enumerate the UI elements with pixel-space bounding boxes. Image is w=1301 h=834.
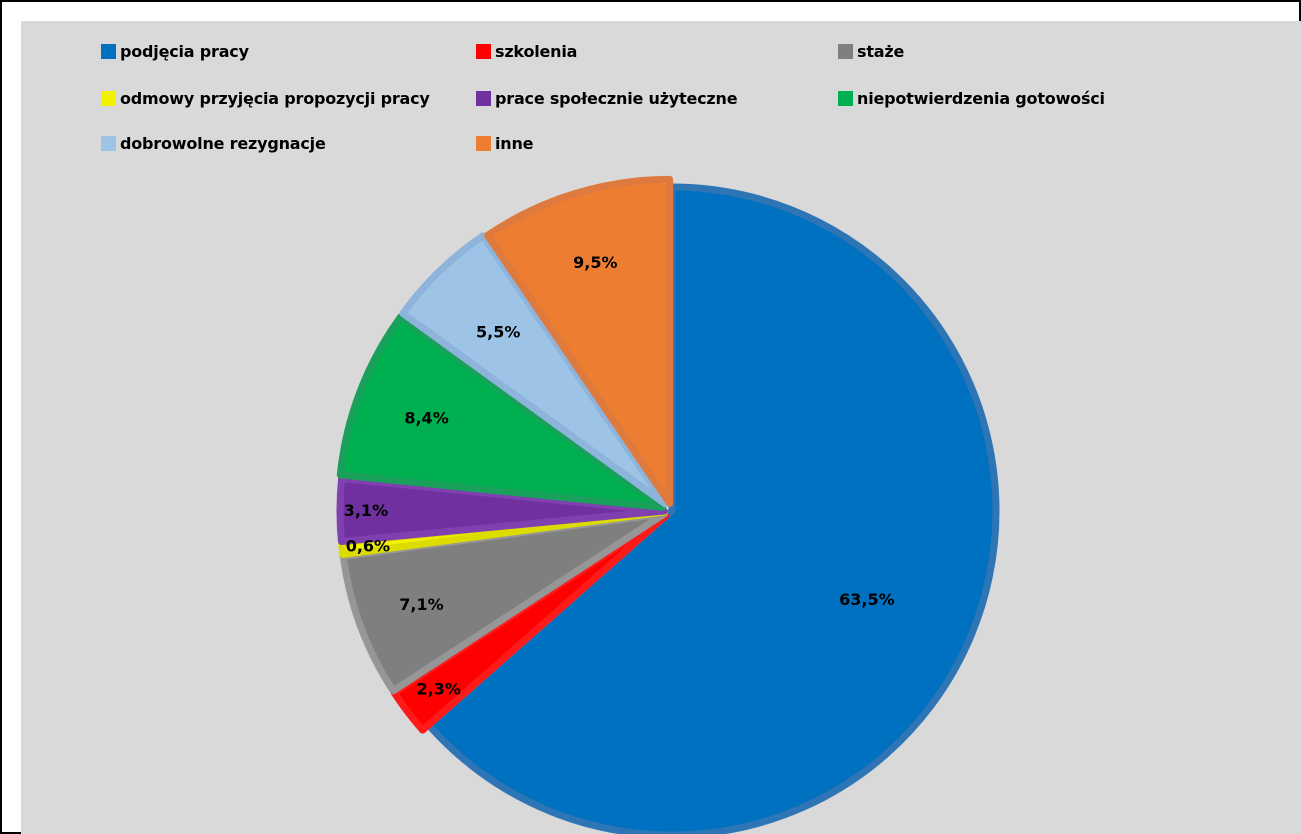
legend-label: staże <box>857 41 905 61</box>
data-label: 8,4% <box>404 408 448 427</box>
legend-swatch <box>101 90 116 106</box>
legend-item-inne: inne <box>476 132 534 154</box>
legend-label: niepotwierdzenia gotowości <box>857 88 1105 108</box>
legend-item-dobrowolne: dobrowolne rezygnacje <box>101 132 326 154</box>
legend-item-prace-spolecznie: prace społecznie użyteczne <box>476 87 738 109</box>
legend-swatch <box>101 135 116 151</box>
pie-chart: 63,5% 2,3% 7,1% 0,6% 3,1% 8,4% 5,5% 9,5% <box>336 175 1000 834</box>
data-label: 9,5% <box>573 253 617 272</box>
legend-item-niepotwierdzenia: niepotwierdzenia gotowości <box>838 87 1105 109</box>
legend-label: szkolenia <box>495 41 578 61</box>
slice-podjecia-pracy <box>425 183 1000 834</box>
slice-dobrowolne <box>399 232 669 508</box>
legend-item-podjecia-pracy: podjęcia pracy <box>101 40 249 62</box>
legend-label: podjęcia pracy <box>120 41 249 61</box>
legend-label: odmowy przyjęcia propozycji pracy <box>120 88 430 108</box>
pie-data-labels: 63,5% 2,3% 7,1% 0,6% 3,1% 8,4% 5,5% 9,5% <box>344 253 895 699</box>
slice-staze <box>339 510 668 695</box>
legend-swatch <box>838 90 853 106</box>
data-label: 0,6% <box>346 537 390 556</box>
chart-area: podjęcia pracy szkolenia staże odmowy pr… <box>21 21 1301 834</box>
data-label: 63,5% <box>839 590 895 609</box>
data-label: 3,1% <box>344 501 388 520</box>
legend-swatch <box>476 43 491 59</box>
data-label: 2,3% <box>417 679 461 698</box>
legend-label: dobrowolne rezygnacje <box>120 133 326 153</box>
data-label: 5,5% <box>476 323 520 342</box>
legend: podjęcia pracy szkolenia staże odmowy pr… <box>21 21 1301 171</box>
legend-item-szkolenia: szkolenia <box>476 40 577 62</box>
legend-item-odmowy: odmowy przyjęcia propozycji pracy <box>101 87 430 109</box>
slice-niepotwierdzenia <box>336 313 667 511</box>
legend-item-staze: staże <box>838 40 904 62</box>
pie-slices <box>336 175 1000 834</box>
legend-swatch <box>476 135 491 151</box>
legend-swatch <box>476 90 491 106</box>
data-label: 7,1% <box>399 595 443 614</box>
legend-label: inne <box>495 133 534 153</box>
legend-swatch <box>838 43 853 59</box>
legend-label: prace społecznie użyteczne <box>495 88 738 108</box>
legend-swatch <box>101 43 116 59</box>
slice-inne <box>484 175 674 507</box>
